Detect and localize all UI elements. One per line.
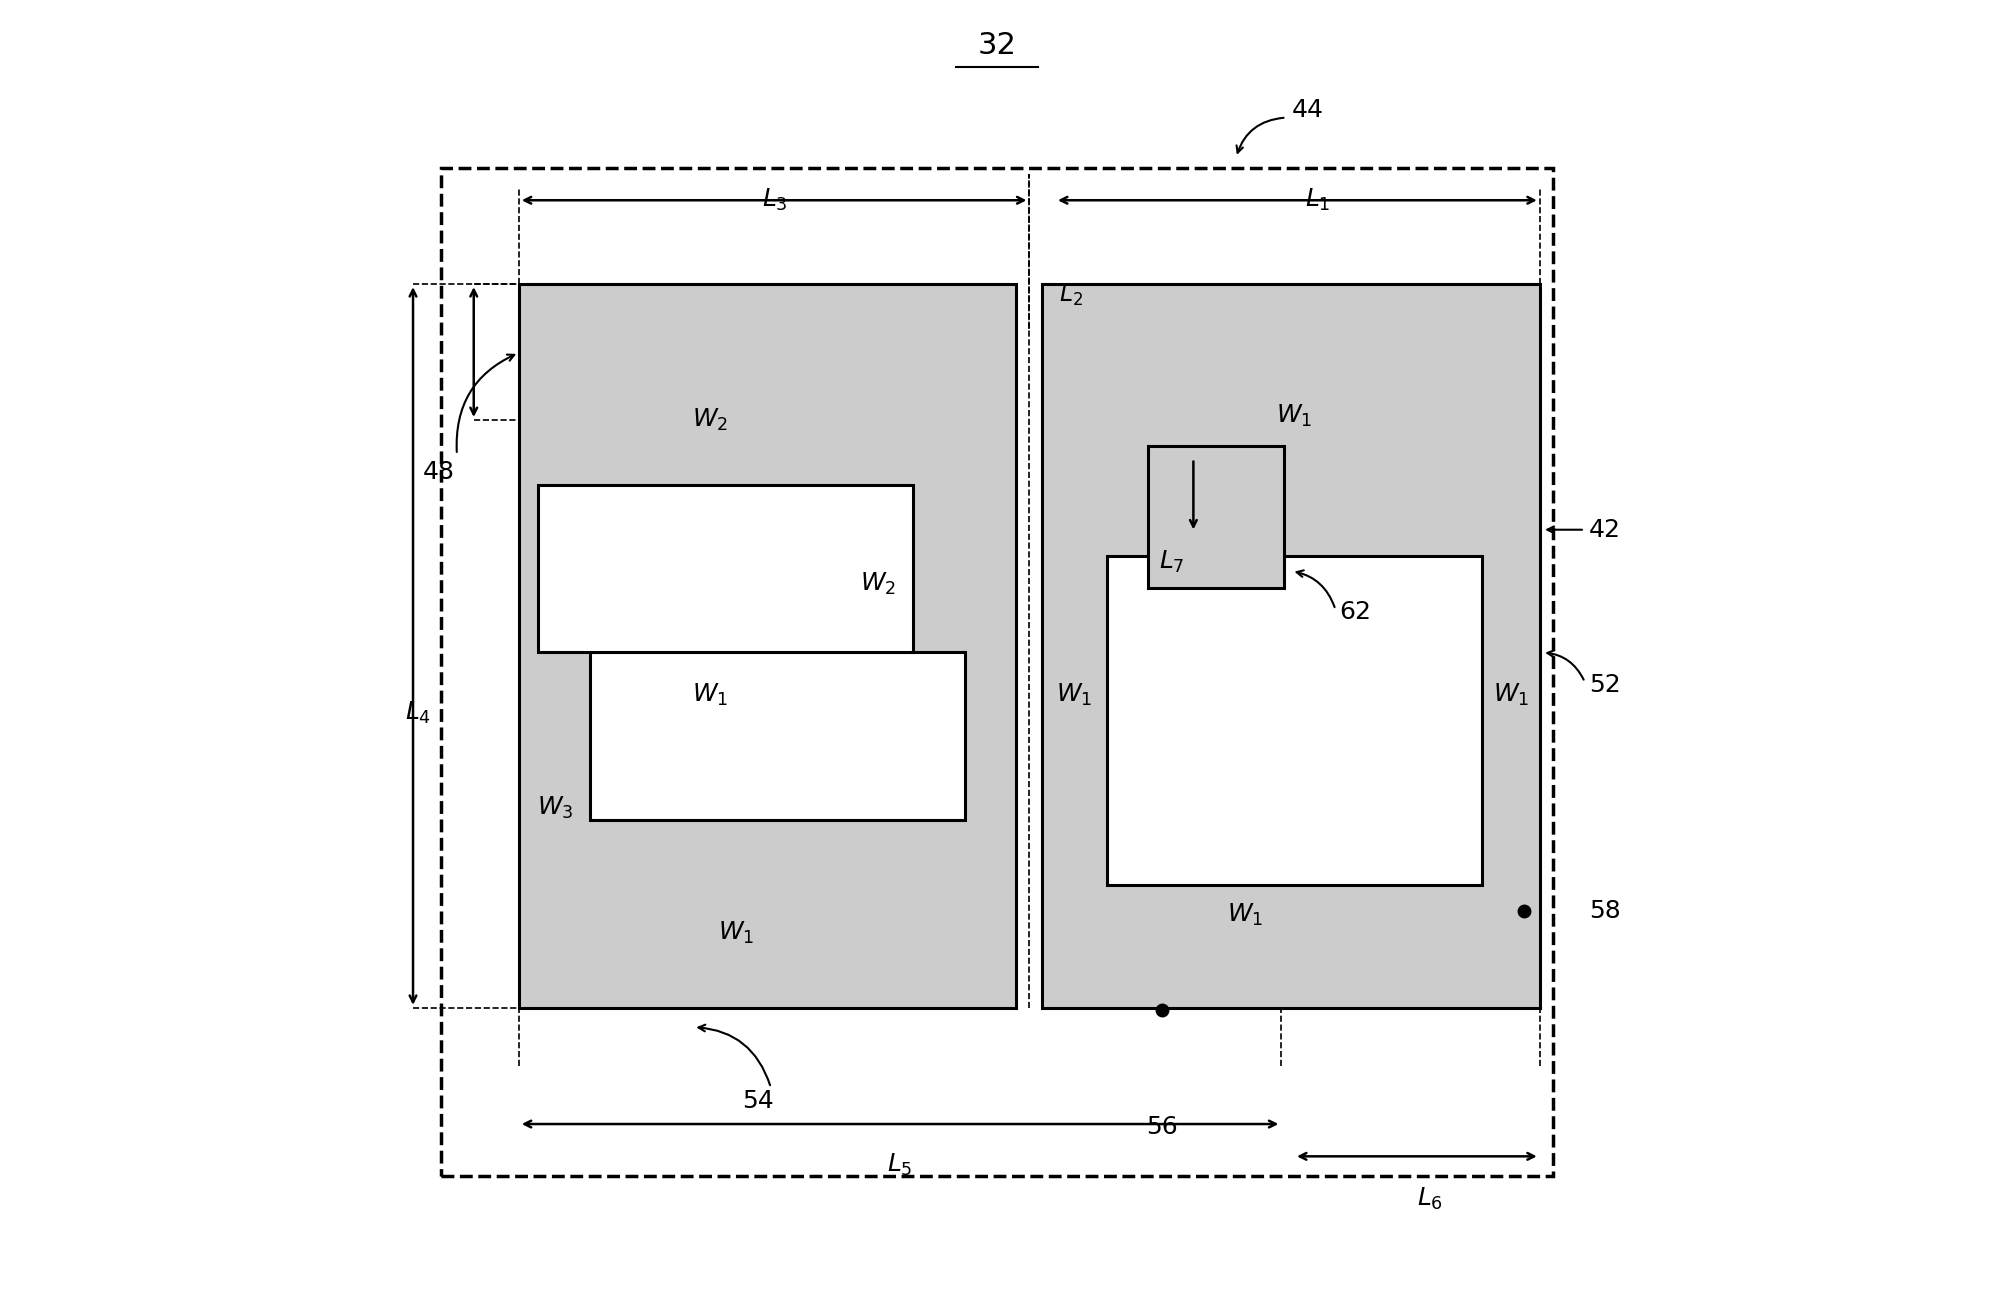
Bar (441, 168, 1553, 1176)
Text: $W_2$: $W_2$ (692, 407, 728, 433)
Text: $L_2$: $L_2$ (1059, 282, 1083, 307)
Bar (1043, 284, 1539, 1008)
Text: $W_2$: $W_2$ (859, 571, 895, 597)
Text: 44: 44 (1292, 98, 1324, 121)
Text: 62: 62 (1340, 601, 1372, 624)
Text: $W_1$: $W_1$ (1226, 902, 1262, 928)
Text: $L_7$: $L_7$ (1159, 549, 1184, 575)
Bar (518, 284, 1017, 1008)
Text: $L_4$: $L_4$ (405, 700, 431, 726)
Text: 32: 32 (977, 31, 1017, 59)
Text: $W_1$: $W_1$ (718, 920, 754, 946)
Text: 54: 54 (742, 1089, 774, 1112)
Text: 42: 42 (1589, 518, 1621, 541)
Text: $L_1$: $L_1$ (1304, 187, 1330, 213)
Text: 56: 56 (1147, 1115, 1178, 1138)
Text: $W_1$: $W_1$ (1057, 682, 1093, 708)
Bar (538, 484, 913, 652)
Text: $W_1$: $W_1$ (1276, 403, 1312, 429)
Text: $L_3$: $L_3$ (762, 187, 788, 213)
Bar (1107, 556, 1482, 885)
Text: $L_6$: $L_6$ (1418, 1186, 1444, 1212)
Text: 48: 48 (423, 460, 455, 483)
Text: $W_3$: $W_3$ (536, 795, 574, 820)
Text: 52: 52 (1589, 673, 1621, 696)
Bar (1149, 446, 1284, 588)
Text: $L_5$: $L_5$ (887, 1152, 913, 1178)
Text: 58: 58 (1589, 899, 1621, 922)
Text: $W_1$: $W_1$ (1494, 682, 1529, 708)
Text: $W_1$: $W_1$ (692, 682, 728, 708)
Bar (590, 652, 965, 820)
